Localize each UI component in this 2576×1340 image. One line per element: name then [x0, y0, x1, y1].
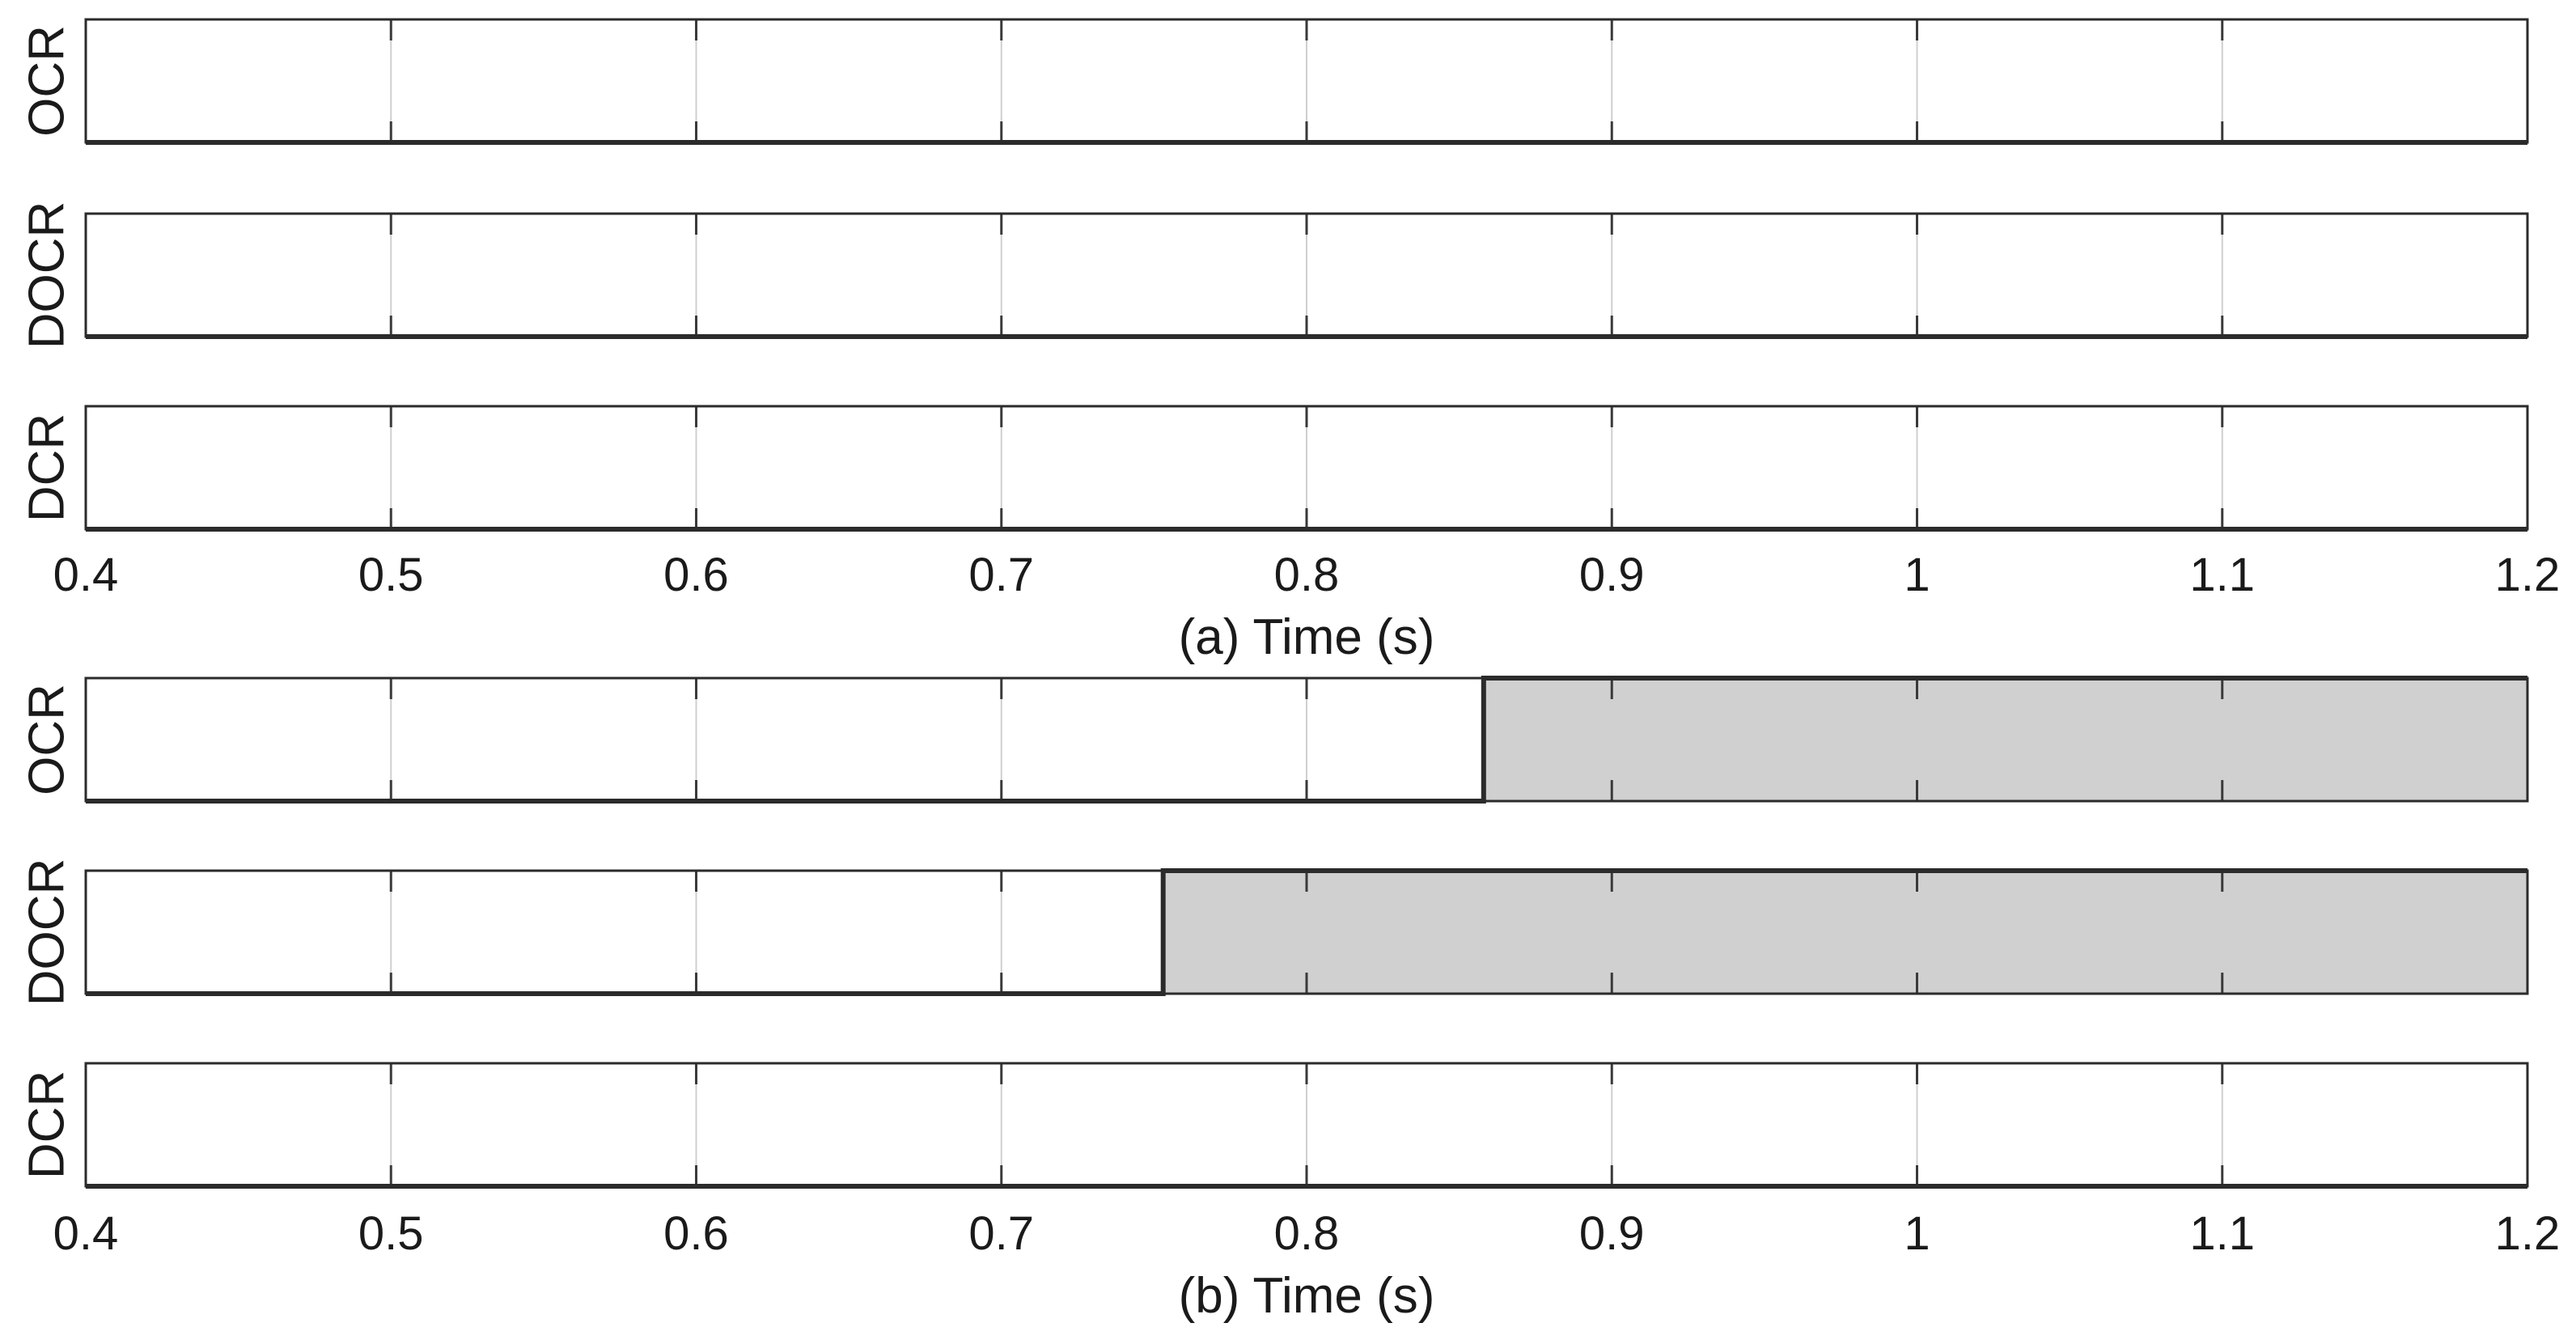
panel-b-xtick-label: 0.5	[358, 1207, 424, 1260]
panel-a-dcr-ylabel: DCR	[19, 413, 75, 522]
panel-a-xtick-label: 0.4	[53, 549, 119, 601]
panel-b-xlabel: (b) Time (s)	[1179, 1268, 1435, 1324]
panel-b-dcr-ylabel: DCR	[19, 1071, 75, 1179]
panel-b-xtick-label: 1.1	[2189, 1207, 2255, 1260]
panel-a-ocr-ylabel: OCR	[19, 25, 75, 137]
panel-a-xtick-label: 0.8	[1274, 549, 1340, 601]
panel-a-xtick-label: 0.6	[663, 549, 729, 601]
panel-a-xtick-label: 1	[1904, 549, 1930, 601]
panel-b-xtick-label: 0.6	[663, 1207, 729, 1260]
panel-b-xtick-label: 0.4	[53, 1207, 119, 1260]
panel-a-xlabel: (a) Time (s)	[1179, 609, 1435, 665]
panel-a-xtick-label: 1.1	[2189, 549, 2255, 601]
panel-b-ocr-signal	[86, 676, 2527, 804]
panel-b-xtick-label: 0.9	[1579, 1207, 1645, 1260]
panel-a-xtick-label: 0.5	[358, 549, 424, 601]
panel-b-xtick-label: 1	[1904, 1207, 1930, 1260]
panel-b-xtick-label: 0.7	[968, 1207, 1034, 1260]
panel-a-xtick-label: 1.2	[2495, 549, 2561, 601]
panel-b-xtick-label: 1.2	[2495, 1207, 2561, 1260]
panel-b-docr-signal	[86, 868, 2527, 996]
panel-b-ocr-active-region	[1483, 678, 2527, 801]
panel-b-xtick-label: 0.8	[1274, 1207, 1340, 1260]
panel-a-xtick-label: 0.9	[1579, 549, 1645, 601]
panel-b-docr-ylabel: DOCR	[19, 859, 75, 1007]
panel-b-ocr-ylabel: OCR	[19, 684, 75, 795]
panel-b-docr-active-region	[1163, 871, 2527, 994]
panel-a-xtick-label: 0.7	[968, 549, 1034, 601]
panel-a-docr-ylabel: DOCR	[19, 201, 75, 350]
